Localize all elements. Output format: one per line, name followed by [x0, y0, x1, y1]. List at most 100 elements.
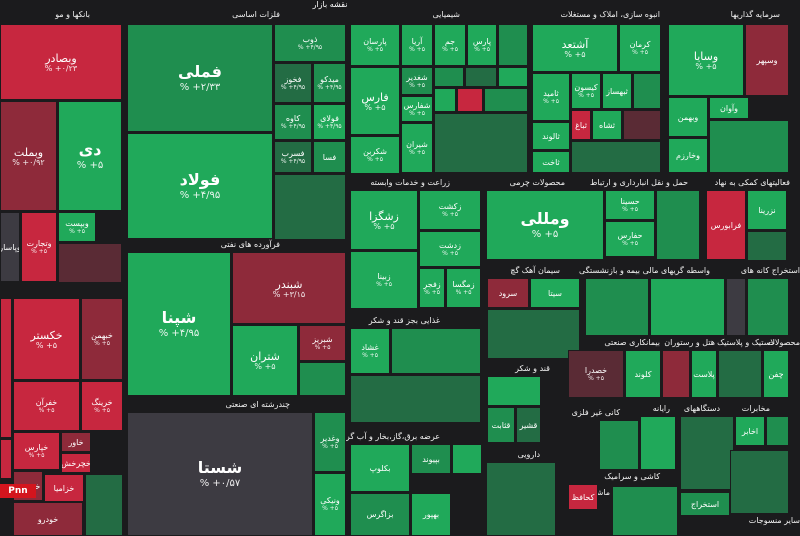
stock-tile[interactable] [726, 278, 746, 336]
stock-tile[interactable]: فرابورس [706, 190, 746, 260]
stock-tile[interactable] [747, 231, 787, 261]
stock-tile[interactable]: شکربن% +۵ [350, 136, 400, 174]
stock-tile[interactable] [391, 328, 481, 374]
stock-tile[interactable]: سرود [487, 278, 529, 308]
stock-tile[interactable]: شیران% +۵ [401, 123, 433, 173]
stock-tile[interactable]: خفرآن% +۵ [13, 381, 80, 431]
stock-tile[interactable] [434, 67, 464, 87]
stock-tile[interactable]: زشگزا% +۵ [350, 190, 418, 250]
stock-tile[interactable] [465, 67, 497, 87]
stock-tile[interactable]: پلاست [691, 350, 717, 398]
stock-tile[interactable]: کاوه% +۴/۹۵ [274, 104, 312, 140]
stock-tile[interactable] [487, 309, 580, 359]
stock-tile[interactable]: زبینا% +۵ [350, 251, 418, 309]
stock-tile[interactable]: بپیوند [411, 444, 451, 474]
stock-tile[interactable]: شبندر% +۳/۱۵ [232, 252, 346, 324]
stock-tile[interactable]: خودرو [13, 502, 83, 536]
stock-tile[interactable]: پارس% +۵ [467, 24, 497, 66]
stock-tile[interactable]: خصدرا% +۵ [568, 350, 624, 398]
stock-tile[interactable]: ثامید% +۵ [532, 73, 570, 121]
stock-tile[interactable] [730, 450, 789, 514]
stock-tile[interactable]: ثاخت [532, 151, 570, 173]
stock-tile[interactable] [747, 278, 789, 336]
stock-tile[interactable] [434, 113, 528, 173]
stock-tile[interactable]: فارس% +۵ [350, 67, 400, 135]
stock-tile[interactable]: وخارزم [668, 138, 708, 173]
stock-tile[interactable]: زکشت% +۵ [419, 190, 481, 230]
stock-tile[interactable] [498, 67, 528, 87]
stock-tile[interactable]: کرمان% +۵ [619, 24, 661, 72]
stock-tile[interactable]: بزاگرس [350, 493, 410, 536]
stock-tile[interactable]: اخابر [735, 416, 765, 446]
stock-tile[interactable] [434, 88, 456, 112]
stock-tile[interactable]: کلوند [625, 350, 661, 398]
stock-tile[interactable]: وپاسار [0, 212, 20, 282]
stock-tile[interactable]: ثالوند [532, 122, 570, 150]
stock-tile[interactable]: فخوز% +۴/۹۵ [274, 63, 312, 103]
stock-tile[interactable]: زمگسا% +۵ [446, 268, 481, 308]
stock-tile[interactable]: شغدیر% +۵ [401, 67, 433, 95]
stock-tile[interactable] [709, 120, 789, 173]
stock-tile[interactable]: دی% +۵ [58, 101, 122, 211]
stock-tile[interactable]: شبریز% +۵ [299, 325, 346, 361]
stock-tile[interactable]: خاور [61, 432, 91, 452]
stock-tile[interactable]: وبملت% +۰/۹۲ [0, 101, 57, 211]
stock-tile[interactable]: استخراج [680, 492, 730, 516]
stock-tile[interactable] [680, 416, 734, 490]
stock-tile[interactable]: چفن [763, 350, 789, 398]
stock-tile[interactable] [599, 420, 639, 470]
stock-tile[interactable]: آشتعد% +۵ [532, 24, 618, 72]
stock-tile[interactable]: ثباغ [571, 110, 591, 140]
stock-tile[interactable]: زفجر% +۵ [419, 268, 445, 308]
stock-tile[interactable]: وبصادر% +۰/۲۳ [0, 24, 122, 100]
stock-tile[interactable]: خکستر% +۵ [13, 298, 80, 380]
stock-tile[interactable]: وسایا% +۵ [668, 24, 744, 96]
stock-tile[interactable]: فملی% +۲/۳۳ [127, 24, 273, 132]
stock-tile[interactable] [452, 444, 482, 474]
stock-tile[interactable]: ثبهساز [602, 73, 632, 109]
stock-tile[interactable]: وغدیر% +۵ [314, 412, 346, 472]
stock-tile[interactable]: وبهمن [668, 97, 708, 137]
stock-tile[interactable]: شستا% +۰/۵۷ [127, 412, 313, 536]
stock-tile[interactable]: سیتا [530, 278, 580, 308]
stock-tile[interactable]: شتران% +۵ [232, 325, 298, 396]
stock-tile[interactable] [766, 416, 789, 446]
stock-tile[interactable]: پارسان% +۵ [350, 24, 400, 66]
stock-tile[interactable] [274, 174, 346, 240]
stock-tile[interactable]: آریا% +۵ [401, 24, 433, 66]
stock-tile[interactable]: ذوب% +۴/۹۵ [274, 24, 346, 62]
stock-tile[interactable] [612, 486, 678, 536]
stock-tile[interactable]: وسپهر [745, 24, 789, 96]
stock-tile[interactable]: فولاد% +۴/۹۵ [127, 133, 273, 239]
stock-tile[interactable] [633, 73, 661, 109]
stock-tile[interactable]: خبهمن% +۵ [81, 298, 123, 380]
stock-tile[interactable]: ونیکی% +۵ [314, 473, 346, 536]
stock-tile[interactable]: زدشت% +۵ [419, 231, 481, 267]
stock-tile[interactable] [640, 416, 676, 470]
stock-tile[interactable]: میدکو% +۴/۹۵ [313, 63, 346, 103]
stock-tile[interactable] [484, 88, 528, 112]
stock-tile[interactable]: حسینا% +۵ [605, 190, 655, 220]
stock-tile[interactable] [85, 474, 123, 536]
stock-tile[interactable] [718, 350, 762, 398]
stock-tile[interactable]: فولای% +۴/۹۵ [313, 104, 346, 140]
stock-tile[interactable] [656, 190, 700, 260]
stock-tile[interactable]: بکلوپ [350, 444, 410, 492]
stock-tile[interactable]: ومللی% +۵ [486, 190, 604, 260]
stock-tile[interactable]: قشیر [516, 407, 541, 443]
stock-tile[interactable] [623, 110, 661, 140]
stock-tile[interactable]: وتجارت% +۵ [21, 212, 57, 282]
stock-tile[interactable]: شفارس% +۵ [401, 96, 433, 122]
stock-tile[interactable]: قثابت [487, 407, 515, 443]
stock-tile[interactable] [486, 462, 556, 536]
stock-tile[interactable] [457, 88, 483, 112]
stock-tile[interactable] [498, 24, 528, 66]
stock-tile[interactable]: وبپست% +۵ [58, 212, 96, 242]
stock-tile[interactable] [571, 141, 661, 173]
stock-tile[interactable] [585, 278, 649, 336]
stock-tile[interactable] [662, 350, 690, 398]
stock-tile[interactable]: فسرب% +۴/۹۵ [274, 141, 312, 173]
stock-tile[interactable]: فسا [313, 141, 346, 173]
stock-tile[interactable]: جم% +۵ [434, 24, 466, 66]
stock-tile[interactable]: شپنا% +۴/۹۵ [127, 252, 231, 396]
